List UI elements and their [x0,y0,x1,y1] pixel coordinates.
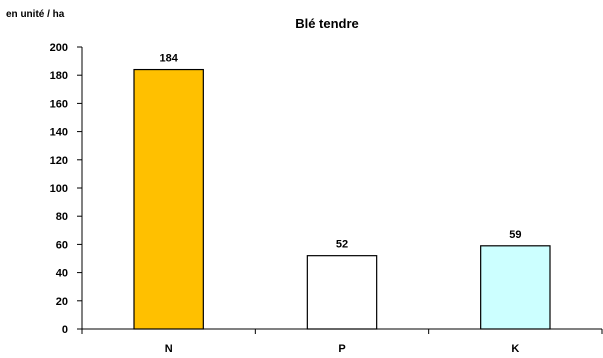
y-tick-label: 20 [56,296,68,308]
category-label-n: N [165,343,173,355]
y-tick-label: 80 [56,211,68,223]
y-tick-label: 0 [62,324,68,336]
y-tick-label: 40 [56,268,68,280]
bar-k [480,245,551,330]
y-tick-label: 200 [50,42,68,54]
category-label-p: P [338,343,345,355]
bars [133,68,551,330]
data-labels: 184 52 59 [159,53,521,251]
y-axis: 0 20 40 60 80 100 120 140 160 180 200 [50,42,83,336]
bar-p [306,255,378,330]
chart-title: Blé tendre [295,16,359,31]
data-label-p: 52 [336,239,348,251]
y-tick-label: 180 [50,70,68,82]
y-tick-label: 120 [50,155,68,167]
y-axis-unit-label: en unité / ha [6,9,65,20]
y-tick-label: 60 [56,239,68,251]
y-tick-label: 160 [50,98,68,110]
y-tick-label: 140 [50,127,68,139]
x-axis [81,328,603,334]
bar-n [133,68,204,330]
data-label-k: 59 [509,229,521,241]
category-label-k: K [511,343,519,355]
data-label-n: 184 [159,53,178,65]
y-tick-label: 100 [50,183,68,195]
